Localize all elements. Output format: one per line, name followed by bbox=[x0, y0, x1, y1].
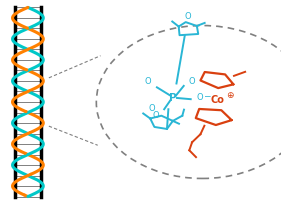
Text: O: O bbox=[145, 77, 151, 86]
Text: ⊕: ⊕ bbox=[227, 91, 234, 100]
Text: P: P bbox=[169, 93, 177, 103]
Text: O: O bbox=[188, 77, 195, 86]
Text: O: O bbox=[196, 93, 203, 102]
Text: Co: Co bbox=[210, 95, 224, 105]
Text: O: O bbox=[185, 12, 191, 21]
Text: O: O bbox=[149, 104, 155, 113]
Text: O: O bbox=[153, 111, 159, 120]
Text: −: − bbox=[202, 91, 210, 100]
